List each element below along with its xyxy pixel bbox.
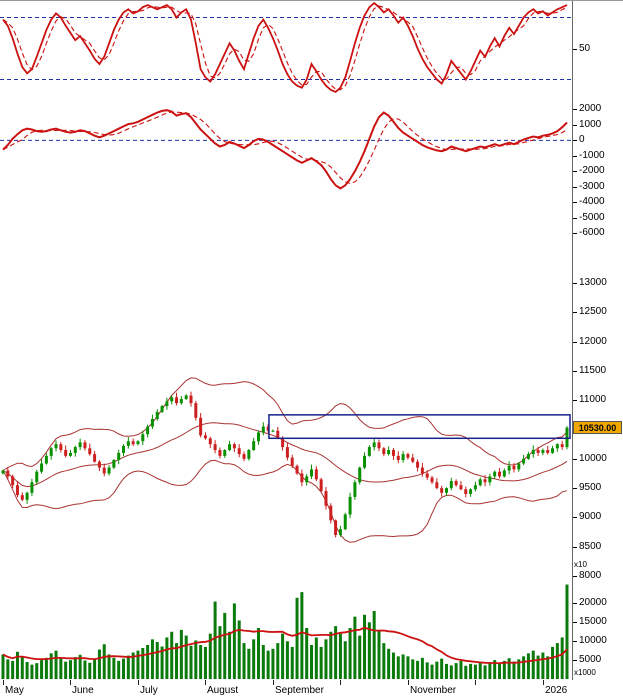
momentum-panel[interactable] [0, 97, 572, 243]
y-tick-label: 50 [579, 43, 591, 54]
bollinger-middle-band [2, 422, 568, 488]
y-tick-label: -1000 [579, 150, 605, 161]
candlestick-series [1, 391, 569, 538]
y-tick-label: 11000 [579, 394, 607, 405]
y-tick-mark [573, 622, 577, 623]
x-tick-mark [205, 680, 206, 685]
y-tick-label: 8000 [579, 570, 602, 581]
y-tick-label: -6000 [579, 227, 605, 238]
y-tick-label: 5000 [579, 654, 602, 665]
y-tick-label: -2000 [579, 165, 605, 176]
oscillator-panel[interactable] [0, 1, 572, 98]
x-minor-tick-mark [340, 680, 341, 685]
y-tick-mark [573, 283, 577, 284]
y-tick-label: 13000 [579, 277, 607, 288]
y-tick-mark [573, 400, 577, 401]
y-tick-mark [573, 109, 577, 110]
y-tick-label: 8500 [579, 541, 602, 552]
y-tick-mark [573, 660, 577, 661]
momentum-line [2, 109, 568, 190]
y-tick-mark [573, 125, 577, 126]
x-axis: May June July August September November 2026 [0, 680, 623, 699]
volume-panel[interactable] [0, 577, 572, 681]
y-tick-label: -3000 [579, 181, 605, 192]
x-minor-tick-mark [475, 680, 476, 685]
y-tick-label: 0 [579, 134, 585, 145]
y-tick-mark [573, 547, 577, 548]
x-tick-label: 2026 [545, 685, 568, 696]
y-tick-label: -4000 [579, 196, 605, 207]
x-tick-mark [70, 680, 71, 685]
y-tick-label: 15000 [579, 616, 607, 627]
y-tick-label: 10000 [579, 635, 607, 646]
volume-scale-label: x1000 [574, 668, 596, 677]
x-tick-mark [138, 680, 139, 685]
y-tick-label: 20000 [579, 597, 607, 608]
y-tick-mark [573, 171, 577, 172]
y-tick-label: 1000 [579, 119, 602, 130]
y-tick-label: 9500 [579, 482, 602, 493]
x-tick-label: May [5, 685, 24, 696]
oscillator-d-line [2, 5, 568, 91]
y-tick-mark [573, 49, 577, 50]
last-price-label: 10530.00 [573, 421, 622, 434]
x-tick-label: July [140, 685, 158, 696]
bollinger-upper-band [2, 377, 568, 471]
y-tick-label: 9000 [579, 511, 602, 522]
y-tick-mark [573, 342, 577, 343]
y-tick-mark [573, 371, 577, 372]
y-tick-mark [573, 202, 577, 203]
y-tick-mark [573, 517, 577, 518]
price-plot[interactable] [0, 242, 572, 576]
y-tick-label: -5000 [579, 212, 605, 223]
bollinger-lower-band [2, 459, 568, 543]
volume-ma-line [2, 626, 568, 664]
x-tick-label: September [275, 685, 324, 696]
y-tick-mark [573, 488, 577, 489]
x-tick-mark [543, 680, 544, 685]
y-tick-mark [573, 156, 577, 157]
y-tick-label: 12000 [579, 336, 607, 347]
y-axis-column: 50 2000 1000 0 -1000 -2000 -3000 -4000 -5000 -600… [572, 1, 623, 680]
momentum-plot[interactable] [0, 97, 572, 241]
y-tick-label: 10000 [579, 453, 607, 464]
y-tick-mark [573, 140, 577, 141]
volume-bars [1, 584, 569, 679]
annotation-rectangle[interactable] [268, 414, 571, 440]
oscillator-k-line [2, 1, 568, 93]
y-tick-mark [573, 187, 577, 188]
price-scale-label: x10 [574, 560, 587, 569]
y-tick-mark [573, 312, 577, 313]
y-tick-mark [573, 603, 577, 604]
y-tick-mark [573, 218, 577, 219]
x-tick-mark [273, 680, 274, 685]
y-tick-mark [573, 576, 577, 577]
oscillator-plot[interactable] [0, 1, 572, 96]
momentum-signal-line [2, 111, 568, 184]
y-tick-mark [573, 641, 577, 642]
y-tick-label: 2000 [579, 103, 602, 114]
x-tick-label: August [207, 685, 239, 696]
x-tick-label: November [410, 685, 457, 696]
y-tick-mark [573, 459, 577, 460]
x-tick-label: June [72, 685, 94, 696]
y-tick-mark [573, 233, 577, 234]
x-tick-mark [3, 680, 4, 685]
price-candlestick-panel[interactable] [0, 242, 572, 578]
y-tick-label: 12500 [579, 306, 607, 317]
y-tick-label: 11500 [579, 365, 607, 376]
x-tick-mark [408, 680, 409, 685]
volume-plot[interactable] [0, 577, 572, 679]
